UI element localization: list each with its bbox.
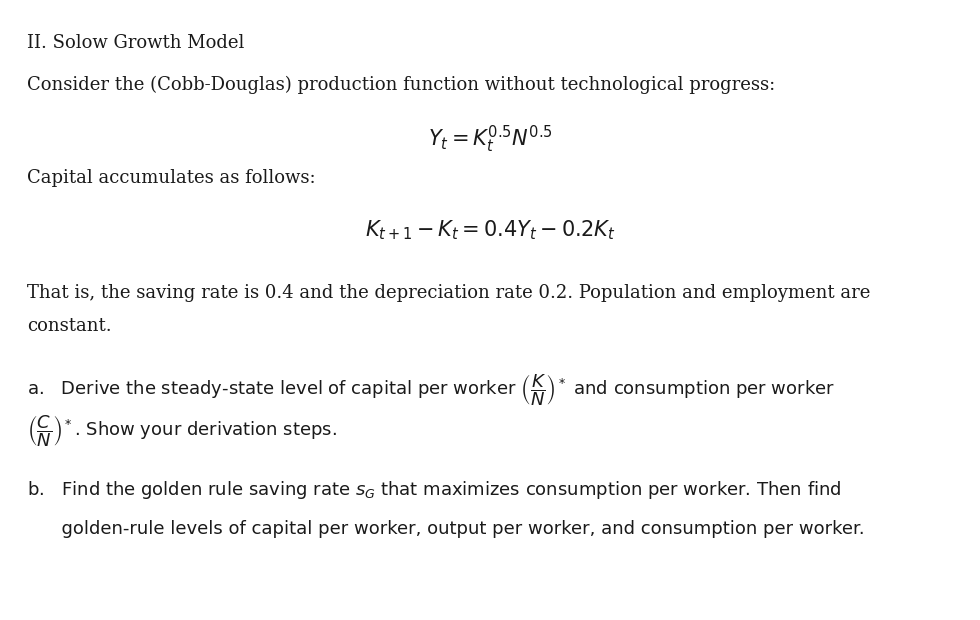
Text: $Y_t = K_t^{0.5}N^{0.5}$: $Y_t = K_t^{0.5}N^{0.5}$: [427, 124, 553, 155]
Text: b.   Find the golden rule saving rate $s_G$ that maximizes consumption per worke: b. Find the golden rule saving rate $s_G…: [27, 479, 842, 500]
Text: II. Solow Growth Model: II. Solow Growth Model: [27, 34, 245, 52]
Text: That is, the saving rate is 0.4 and the depreciation rate 0.2. Population and em: That is, the saving rate is 0.4 and the …: [27, 284, 871, 302]
Text: golden-rule levels of capital per worker, output per worker, and consumption per: golden-rule levels of capital per worker…: [27, 520, 865, 538]
Text: $K_{t+1} - K_t = 0.4Y_t - 0.2K_t$: $K_{t+1} - K_t = 0.4Y_t - 0.2K_t$: [365, 218, 615, 242]
Text: a.   Derive the steady-state level of capital per worker $\left(\dfrac{K}{N}\rig: a. Derive the steady-state level of capi…: [27, 372, 835, 407]
Text: $\left(\dfrac{C}{N}\right)^*$. Show your derivation steps.: $\left(\dfrac{C}{N}\right)^*$. Show your…: [27, 414, 337, 449]
Text: constant.: constant.: [27, 317, 112, 335]
Text: Capital accumulates as follows:: Capital accumulates as follows:: [27, 169, 317, 187]
Text: Consider the (Cobb-Douglas) production function without technological progress:: Consider the (Cobb-Douglas) production f…: [27, 76, 776, 94]
